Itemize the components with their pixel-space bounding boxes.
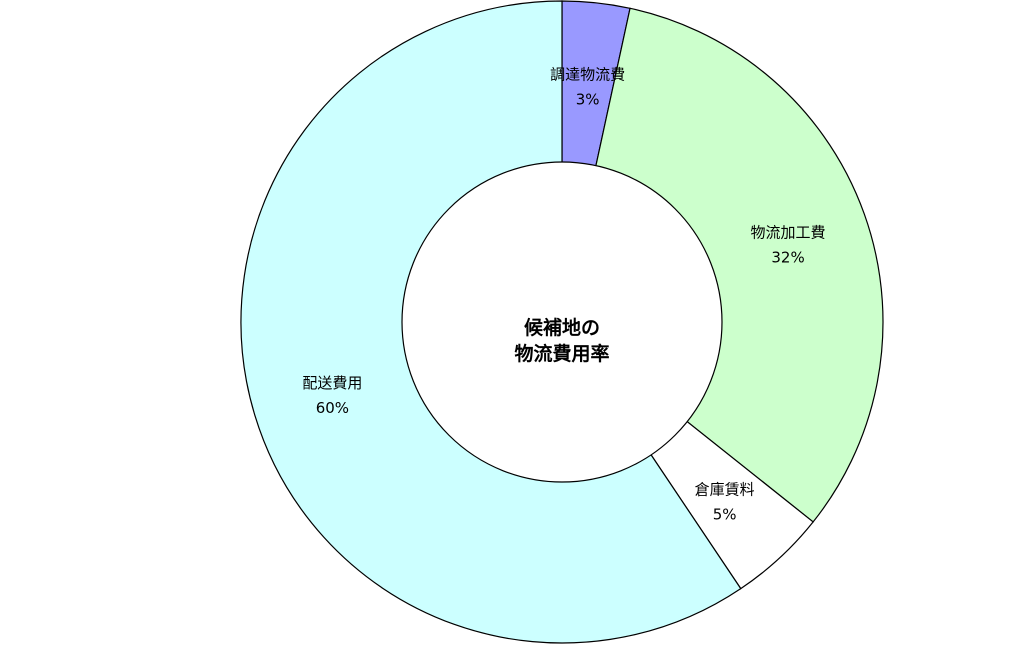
slice-percent-label: 32% — [771, 248, 804, 266]
slice-name-label: 物流加工費 — [751, 223, 826, 241]
slice-percent-label: 5% — [713, 505, 737, 523]
slice-percent-label: 3% — [576, 90, 600, 108]
center-title-line-1: 候補地の — [524, 316, 600, 339]
slice-percent-label: 60% — [316, 399, 349, 417]
slice-name-label: 倉庫賃料 — [695, 480, 755, 498]
center-title-line-2: 物流費用率 — [514, 342, 609, 365]
donut-hole — [401, 161, 723, 483]
slice-1 — [561, 7, 884, 523]
slice-name-label: 調達物流費 — [550, 65, 625, 83]
slice-name-label: 配送費用 — [302, 374, 362, 392]
